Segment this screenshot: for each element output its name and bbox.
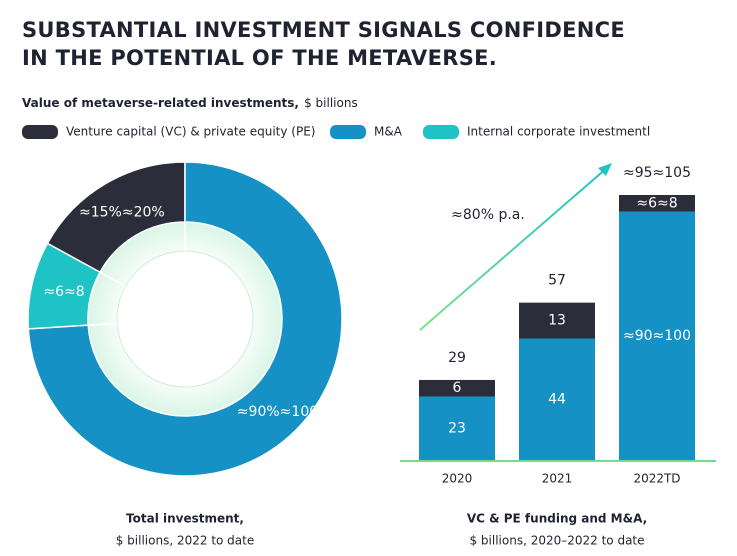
bar-segment	[519, 302, 595, 339]
bar-value-label: 6	[453, 380, 462, 396]
arrow-head	[598, 163, 612, 176]
legend-label: Internal corporate investmentl	[467, 125, 650, 139]
bar-segment	[619, 211, 695, 460]
caption-unit: $ billions, 2022 to date	[116, 534, 255, 548]
subtitle-unit: $ billions	[304, 96, 358, 110]
bar-segment	[419, 396, 495, 460]
legend-swatch	[22, 125, 58, 139]
legend-swatch	[423, 125, 459, 139]
growth-annotation: ≈80% p.a.	[451, 207, 525, 223]
x-tick-label: 2021	[542, 472, 573, 486]
bar-value-label: ≈90≈100	[623, 328, 691, 344]
bar-segment	[619, 195, 695, 212]
segment-label: ≈90%≈100%	[237, 404, 332, 420]
bar-segment	[519, 338, 595, 460]
donut-segment	[27, 242, 102, 330]
bar-value-label: 23	[448, 420, 466, 436]
legend-label: Venture capital (VC) & private equity (P…	[66, 125, 315, 139]
title: SUBSTANTIAL INVESTMENT SIGNALS CONFIDENC…	[22, 18, 625, 42]
bar-value-label: ≈6≈8	[636, 195, 677, 211]
legend-swatch	[330, 125, 366, 139]
bar-value-label: 44	[548, 391, 566, 407]
donut-segment	[27, 161, 343, 477]
bar-segment	[419, 379, 495, 397]
total-label: 57	[548, 273, 566, 289]
growth-arrow	[419, 166, 609, 331]
caption-unit: $ billions, 2020–2022 to date	[469, 534, 644, 548]
subtitle-bold: Value of metaverse-related investments,	[22, 96, 299, 110]
subtitle: Value of metaverse-related investments, …	[22, 93, 358, 112]
title: IN THE POTENTIAL OF THE METAVERSE.	[22, 46, 497, 70]
inner-hole	[116, 250, 254, 388]
segment-label: ≈6≈8	[43, 284, 84, 300]
x-tick-label: 2020	[442, 472, 473, 486]
segment-label: ≈15%≈20%	[79, 204, 165, 220]
total-label: 29	[448, 350, 466, 366]
legend-label: M&A	[374, 125, 403, 139]
inner-divider	[88, 322, 118, 327]
x-tick-label: 2022TD	[633, 472, 680, 486]
caption-title: VC & PE funding and M&A,	[467, 512, 647, 526]
caption-title: Total investment,	[126, 512, 244, 526]
inner-divider	[99, 271, 126, 288]
bar-value-label: 13	[548, 313, 566, 329]
total-label: ≈95≈105	[623, 165, 691, 181]
